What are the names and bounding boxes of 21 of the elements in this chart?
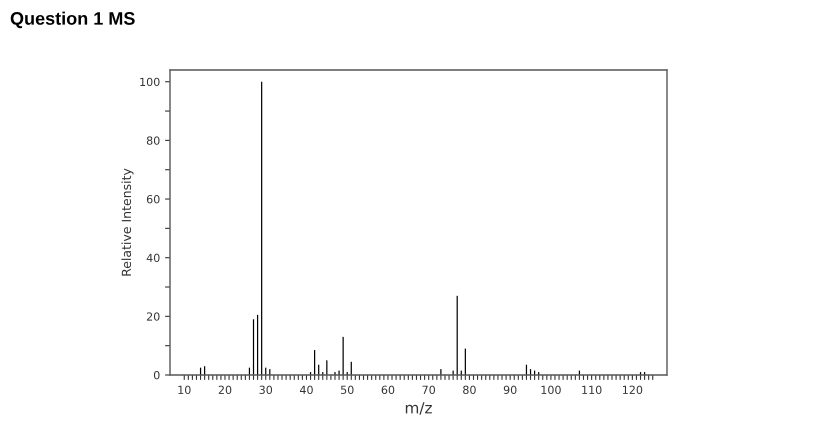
x-tick-label: 40 xyxy=(300,386,313,394)
y-tick-label: 40 xyxy=(146,254,160,262)
x-tick-label: 110 xyxy=(582,386,602,394)
x-tick-label: 10 xyxy=(178,386,191,394)
x-tick-label: 20 xyxy=(218,386,232,394)
y-tick-label: 80 xyxy=(146,136,160,145)
x-tick-label: 120 xyxy=(622,386,642,394)
y-tick-label: 100 xyxy=(140,78,160,86)
x-tick-label: 70 xyxy=(422,386,436,394)
y-tick-label: 0 xyxy=(154,370,160,380)
x-tick-label: 60 xyxy=(382,386,394,394)
y-tick-label: 20 xyxy=(146,312,160,321)
chart-title: Question 1 MS xyxy=(10,12,135,28)
x-tick-label: 80 xyxy=(463,386,476,394)
x-tick-label: 30 xyxy=(260,386,272,394)
x-axis-title: m/z xyxy=(406,402,432,415)
x-tick-label: 100 xyxy=(542,386,561,394)
x-tick-label: 50 xyxy=(340,386,354,394)
x-tick-label: 90 xyxy=(504,386,516,394)
y-axis-title: Relative Intensity xyxy=(121,168,134,276)
y-tick-label: 60 xyxy=(146,195,160,204)
